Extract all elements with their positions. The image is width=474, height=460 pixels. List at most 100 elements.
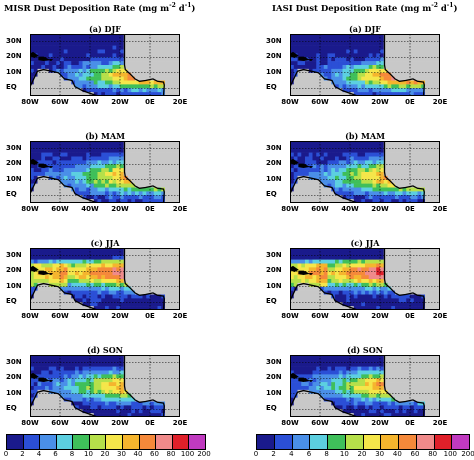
dust-cell: [71, 267, 76, 272]
dust-cell: [387, 191, 392, 196]
dust-cell: [112, 195, 117, 200]
dust-cell: [108, 160, 113, 165]
dust-cell: [90, 187, 95, 192]
dust-cell: [176, 401, 180, 406]
lat-label: 20N: [6, 159, 22, 168]
dust-cell: [105, 168, 110, 173]
dust-cell: [45, 88, 50, 93]
dust-cell: [383, 49, 388, 54]
dust-cell: [135, 259, 140, 264]
dust-cell: [297, 156, 302, 161]
dust-cell: [116, 76, 121, 81]
dust-cell: [428, 57, 433, 62]
dust-cell: [146, 279, 151, 284]
dust-cell: [432, 267, 437, 272]
dust-cell: [176, 286, 180, 291]
dust-cell: [323, 294, 328, 299]
dust-cell: [97, 294, 102, 299]
dust-cell: [331, 282, 336, 288]
dust-cell: [90, 41, 95, 46]
dust-cell: [71, 397, 76, 402]
dust-cell: [150, 164, 155, 169]
dust-cell: [365, 49, 370, 54]
dust-cell: [312, 259, 317, 264]
dust-cell: [108, 179, 113, 184]
dust-cell: [161, 168, 166, 173]
dust-cell: [297, 195, 302, 200]
dust-cell: [172, 255, 177, 260]
dust-cell: [308, 302, 313, 307]
dust-cell: [52, 306, 57, 310]
dust-cell: [112, 164, 117, 169]
dust-cell: [436, 141, 440, 146]
dust-cell: [112, 141, 117, 146]
dust-cell: [301, 80, 306, 85]
dust-cell: [417, 49, 422, 54]
dust-cell: [150, 168, 155, 173]
dust-cell: [97, 72, 102, 77]
dust-cell: [301, 61, 306, 66]
dust-cell: [331, 199, 336, 203]
dust-cell: [398, 65, 403, 70]
dust-cell: [383, 290, 388, 295]
dust-cell: [75, 160, 80, 165]
dust-cell: [406, 88, 411, 93]
dust-cell: [82, 80, 87, 85]
dust-cell: [395, 199, 400, 203]
dust-cell: [338, 49, 343, 54]
dust-cell: [33, 144, 38, 150]
dust-cell: [112, 397, 117, 402]
dust-cell: [78, 156, 83, 161]
dust-cell: [176, 168, 180, 173]
dust-cell: [428, 141, 433, 146]
dust-cell: [308, 80, 313, 85]
dust-cell: [383, 41, 388, 46]
dust-cell: [75, 152, 80, 157]
dust-cell: [406, 156, 411, 161]
dust-cell: [63, 187, 68, 192]
dust-cell: [150, 179, 155, 184]
dust-cell: [67, 49, 72, 54]
dust-cell: [135, 160, 140, 165]
dust-cell: [135, 302, 140, 307]
dust-cell: [327, 251, 332, 257]
dust-cell: [387, 275, 392, 280]
dust-cell: [101, 88, 106, 93]
dust-cell: [127, 282, 132, 288]
dust-cell: [112, 57, 117, 62]
dust-cell: [78, 191, 83, 196]
dust-cell: [37, 251, 42, 257]
dust-cell: [323, 362, 328, 367]
dust-cell: [376, 160, 381, 165]
dust-cell: [338, 248, 343, 253]
dust-cell: [372, 168, 377, 173]
dust-cell: [323, 148, 328, 153]
dust-cell: [157, 68, 162, 74]
dust-cell: [45, 199, 50, 203]
dust-cell: [357, 374, 362, 379]
dust-cell: [428, 275, 433, 280]
dust-cell: [331, 172, 336, 177]
dust-cell: [67, 68, 72, 74]
dust-cell: [75, 378, 80, 383]
dust-cell: [301, 34, 306, 39]
dust-cell: [376, 37, 381, 43]
dust-cell: [342, 370, 347, 375]
dust-cell: [93, 199, 98, 203]
dust-cell: [165, 259, 170, 264]
dust-cell: [320, 255, 325, 260]
dust-cell: [176, 195, 180, 200]
dust-cell: [105, 263, 110, 268]
dust-cell: [131, 49, 136, 54]
lon-label: 0E: [145, 419, 155, 427]
dust-cell: [312, 267, 317, 272]
dust-cell: [71, 191, 76, 196]
dust-cell: [135, 172, 140, 177]
dust-cell: [365, 34, 370, 39]
dust-cell: [353, 248, 358, 253]
dust-cell: [176, 45, 180, 50]
dust-cell: [86, 168, 91, 173]
dust-cell: [168, 259, 173, 264]
dust-cell: [290, 45, 295, 50]
dust-cell: [120, 306, 125, 310]
